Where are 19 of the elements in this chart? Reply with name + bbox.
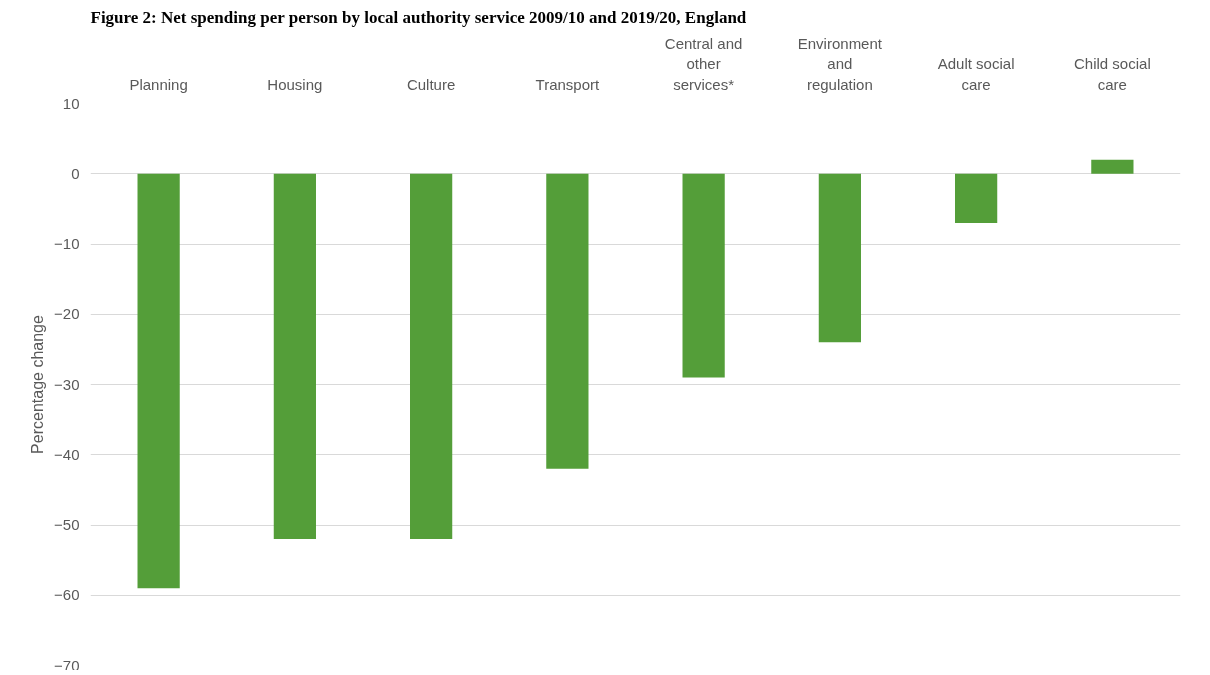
chart-title: Figure 2: Net spending per person by local authority service 2009/10 and 2019/20, England xyxy=(90,7,747,27)
y-axis-title: Percentage change xyxy=(29,315,47,454)
x-tick-label: Culture xyxy=(406,75,456,93)
x-tick-label: Transport xyxy=(535,75,601,93)
y-tick-label: −70 xyxy=(54,656,80,674)
x-tick-label: Housing xyxy=(267,75,323,93)
x-tick-label: Environment and regulation xyxy=(797,34,883,93)
y-tick-label: −10 xyxy=(54,235,80,252)
x-tick-label: Planning xyxy=(129,75,188,93)
y-tick-label: −30 xyxy=(54,375,80,393)
y-tick-label: −40 xyxy=(54,445,80,463)
y-tick-label: 10 xyxy=(62,94,80,112)
y-tick-label: 0 xyxy=(71,164,80,182)
x-tick-label: Central and other services* xyxy=(664,34,743,93)
y-tick-label: −60 xyxy=(54,586,80,604)
x-tick-label: Child social care xyxy=(1074,55,1151,93)
x-tick-label: Adult social care xyxy=(937,55,1015,93)
y-tick-label: −50 xyxy=(54,516,80,533)
y-tick-label: −20 xyxy=(54,305,80,323)
